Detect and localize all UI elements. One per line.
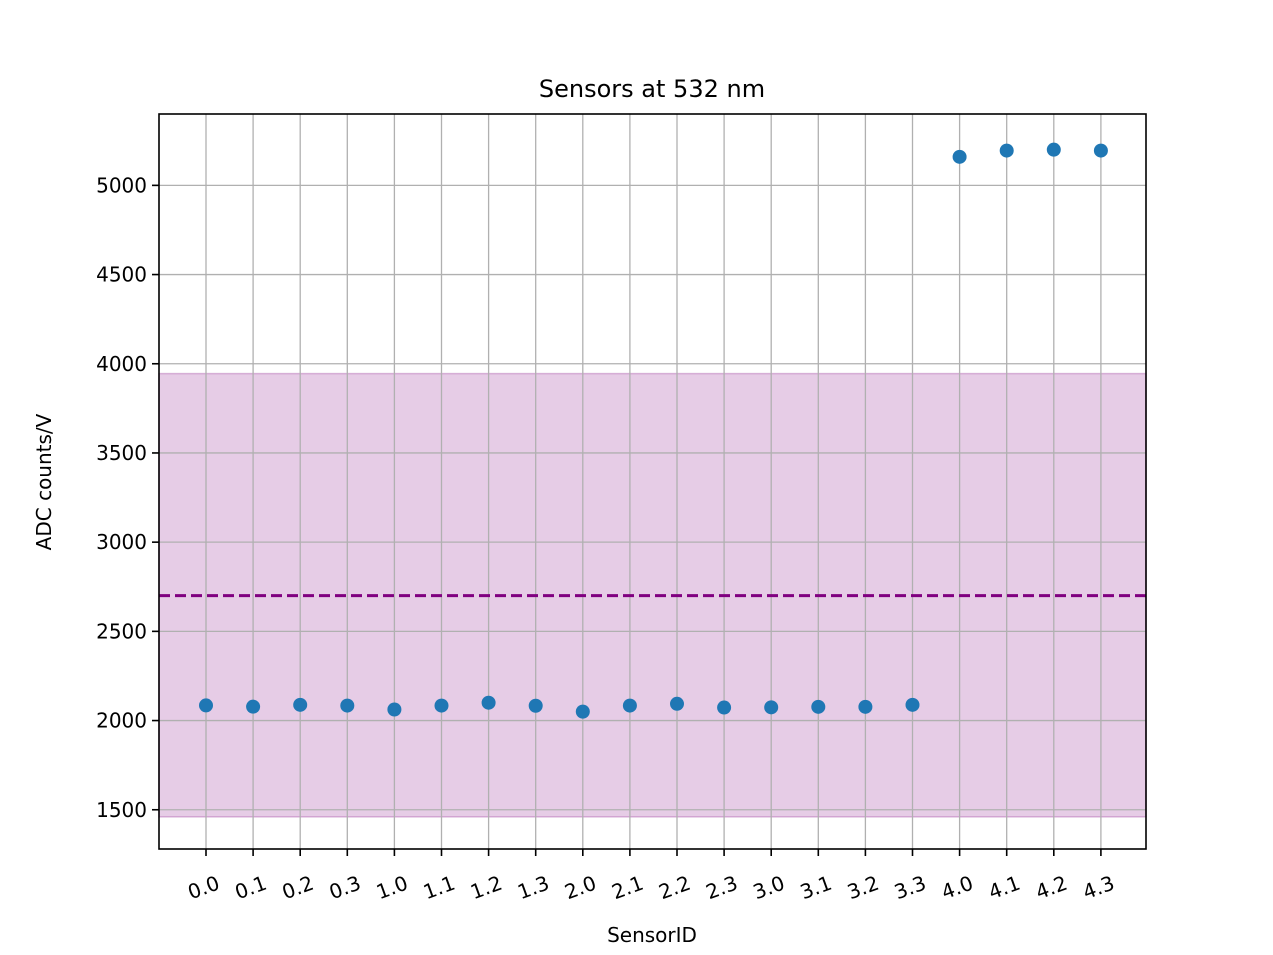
x-tick-label: 2.2 <box>656 871 694 904</box>
x-tick-label: 2.1 <box>608 871 646 904</box>
x-tick-label: 2.0 <box>561 871 599 904</box>
data-point <box>811 699 826 714</box>
data-point <box>1046 142 1061 157</box>
data-point <box>999 143 1014 158</box>
y-axis: 1500 2000 2500 3000 3500 4000 4500 5000 <box>96 173 159 822</box>
data-point <box>481 695 496 710</box>
data-point <box>1093 143 1108 158</box>
data-point <box>340 698 355 713</box>
x-tick-label: 0.1 <box>232 871 270 904</box>
x-tick-label: 2.3 <box>703 871 741 904</box>
data-point <box>670 696 684 711</box>
data-points <box>199 142 1108 719</box>
plot-frame <box>158 113 1147 850</box>
x-tick-label: 1.3 <box>514 871 552 904</box>
data-point <box>858 699 873 714</box>
x-axis: 0.0 0.1 0.2 0.3 1.0 1.1 1.2 1.3 2.0 2.1 2.2 2.3 3.0 3… <box>185 849 1118 904</box>
x-tick-label: 0.0 <box>185 871 223 904</box>
x-tick-label: 3.2 <box>844 871 882 904</box>
y-tick-label: 4500 <box>96 263 147 287</box>
y-tick-label: 2500 <box>96 619 147 643</box>
y-tick-label: 4000 <box>96 352 147 376</box>
x-tick-label: 1.1 <box>420 871 458 904</box>
x-tick-label: 1.2 <box>467 871 505 904</box>
data-point <box>905 697 920 712</box>
data-point <box>199 698 213 713</box>
y-tick-label: 1500 <box>96 798 147 822</box>
x-tick-label: 3.3 <box>891 871 929 904</box>
data-point <box>434 698 449 713</box>
data-point <box>764 700 779 715</box>
x-tick-label: 4.2 <box>1032 871 1070 904</box>
x-tick-label: 0.2 <box>279 871 317 904</box>
data-point <box>387 702 402 717</box>
y-tick-label: 2000 <box>96 709 147 733</box>
y-axis-label: ADC counts/V <box>32 413 56 550</box>
y-tick-label: 5000 <box>96 173 147 197</box>
grid <box>159 114 1146 849</box>
data-point <box>528 698 543 713</box>
data-point <box>575 704 590 719</box>
x-tick-label: 4.1 <box>985 871 1023 904</box>
data-point <box>293 697 308 712</box>
x-tick-label: 4.3 <box>1079 871 1117 904</box>
data-point <box>717 700 732 715</box>
x-axis-label: SensorID <box>607 923 697 947</box>
data-point <box>952 149 967 164</box>
data-point <box>622 698 637 713</box>
x-tick-label: 3.1 <box>797 871 835 904</box>
y-tick-label: 3000 <box>96 530 147 554</box>
x-tick-label: 3.0 <box>750 871 788 904</box>
x-tick-label: 1.0 <box>373 871 411 904</box>
x-tick-label: 4.0 <box>938 871 976 904</box>
y-tick-label: 3500 <box>96 441 147 465</box>
x-tick-label: 0.3 <box>326 871 364 904</box>
data-point <box>246 699 261 714</box>
chart-title: Sensors at 532 nm <box>539 75 765 103</box>
